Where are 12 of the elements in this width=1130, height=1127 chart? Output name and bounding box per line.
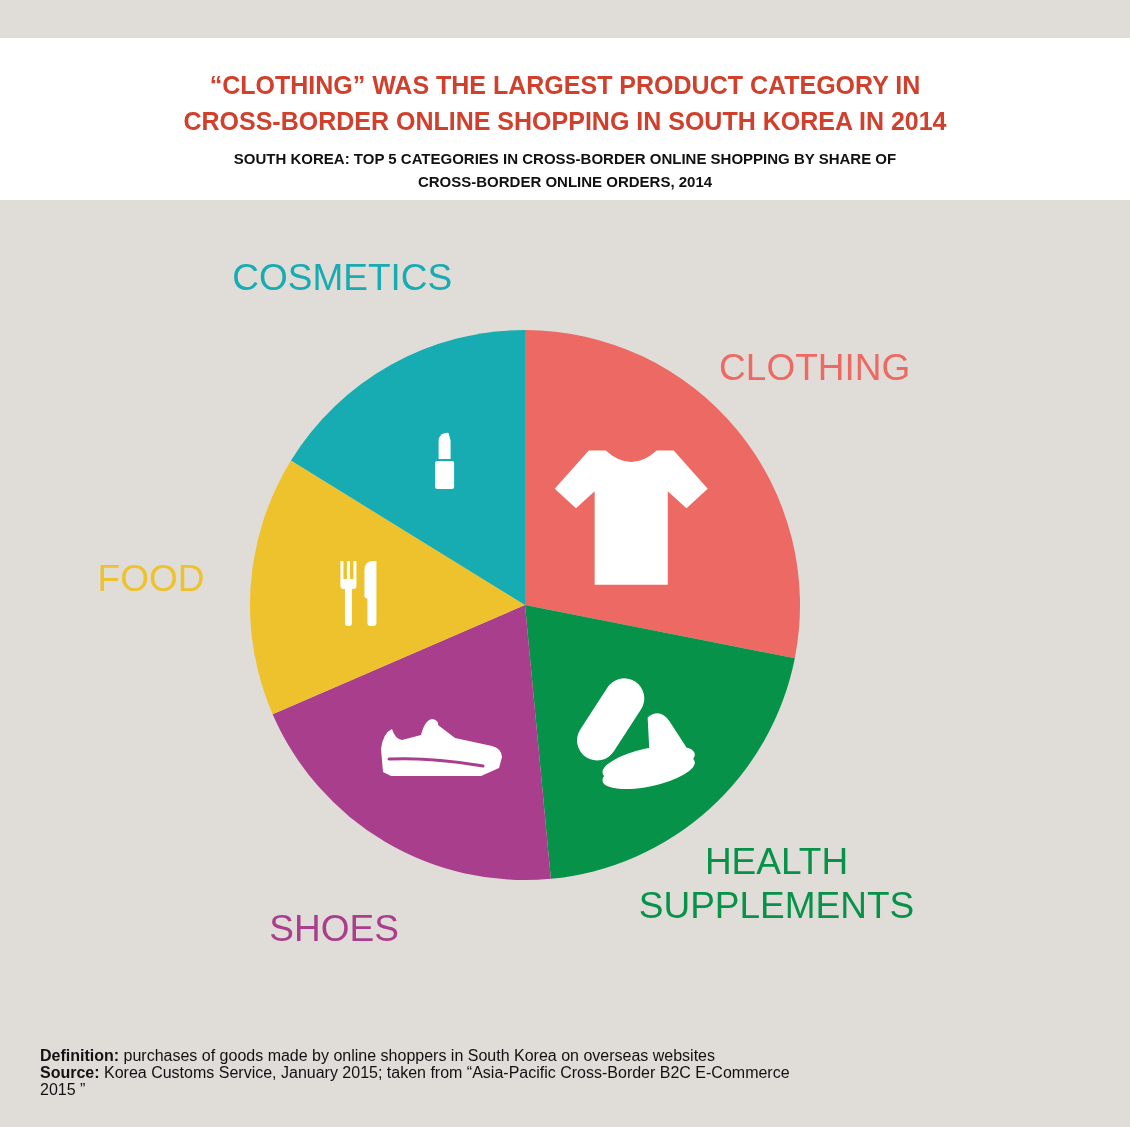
slice-label: FOOD — [97, 557, 205, 599]
slice-label: HEALTH SUPPLEMENTS — [638, 841, 915, 927]
chart-subtitle: SOUTH KOREA: TOP 5 CATEGORIES IN CROSS-BORDER ONLINE SHOPPING BY SHARE OF CROSS-BORDER ONLINE ORDERS, 2014 — [233, 150, 897, 190]
source-note: Source: Korea Customs Service, January 2015; taken from “Asia-Pacific Cross-Border B2C E-Commerce 2015 ” — [40, 1064, 790, 1098]
slice-label: COSMETICS — [232, 257, 453, 299]
chart-title: “CLOTHING” WAS THE LARGEST PRODUCT CATEGORY IN CROSS-BORDER ONLINE SHOPPING IN SOUTH KOREA IN 2014 — [183, 71, 947, 135]
text: Definition: purchases of goods made by online shoppers in South Korea on overseas websites — [40, 1047, 716, 1064]
pie-slice — [250, 460, 525, 715]
slice-label: SHOES — [269, 907, 399, 949]
slice-label: CLOTHING — [719, 346, 911, 388]
pie-slice — [272, 605, 551, 880]
pie-slice — [290, 330, 525, 605]
